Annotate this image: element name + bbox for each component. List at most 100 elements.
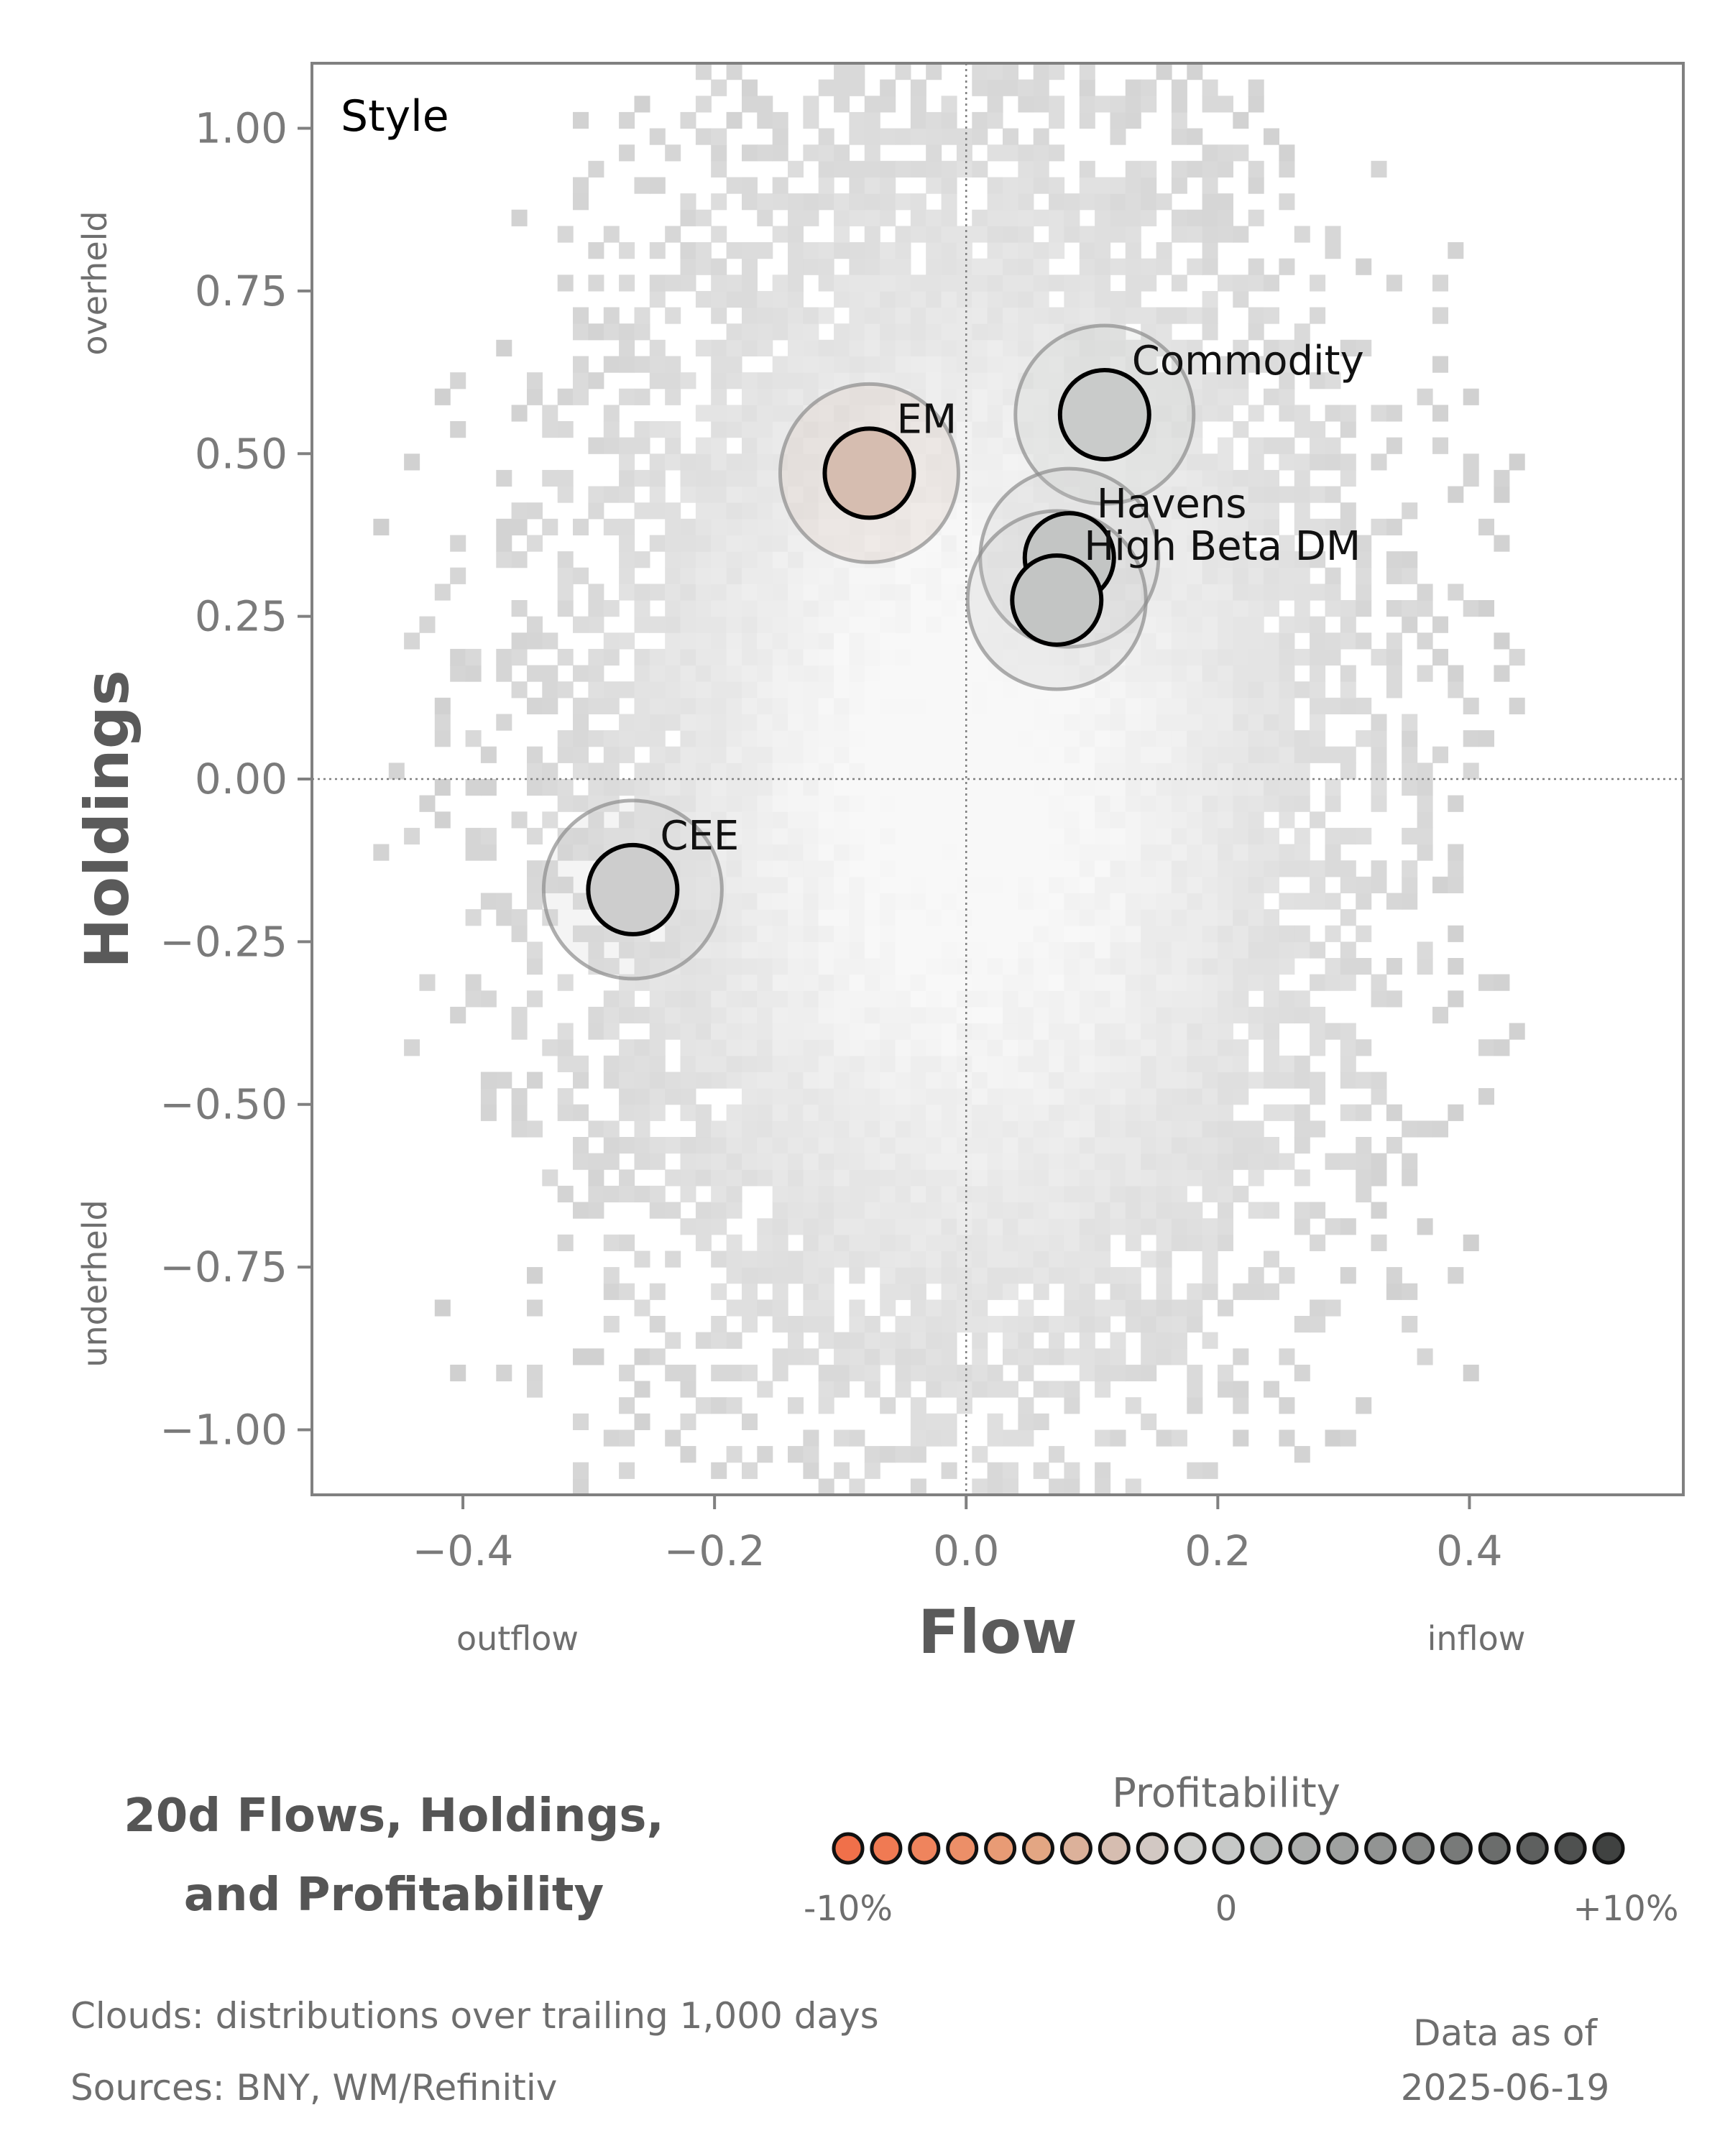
cloud-cell: [711, 665, 727, 682]
cloud-cell: [864, 844, 880, 861]
cloud-cell: [788, 697, 804, 714]
cloud-cell: [910, 290, 926, 308]
cloud-cell: [972, 1478, 988, 1495]
cloud-cell: [1248, 405, 1264, 422]
cloud-cell: [603, 1316, 620, 1333]
cloud-cell: [1386, 1283, 1402, 1300]
cloud-cell: [849, 730, 865, 747]
cloud-cell: [1417, 811, 1433, 829]
cloud-cell: [910, 697, 926, 714]
cloud-cell: [864, 1218, 880, 1235]
cloud-cell: [1248, 876, 1264, 893]
cloud-cell: [619, 1088, 635, 1105]
cloud-cell: [1248, 714, 1264, 731]
cloud-cell: [1095, 795, 1111, 812]
cloud-cell: [818, 372, 834, 390]
point-label: EM: [896, 396, 957, 443]
cloud-cell: [1125, 307, 1141, 324]
cloud-cell: [864, 356, 880, 373]
cloud-cell: [1279, 144, 1295, 162]
cloud-cell: [895, 941, 911, 959]
cloud-cell: [634, 779, 650, 796]
cloud-cell: [1064, 941, 1080, 959]
cloud-cell: [834, 1039, 850, 1056]
cloud-cell: [910, 193, 926, 211]
cloud-cell: [619, 811, 635, 829]
cloud-cell: [1294, 844, 1310, 861]
cloud-cell: [1064, 1397, 1080, 1414]
cloud-cell: [895, 909, 911, 926]
cloud-cell: [711, 746, 727, 763]
cloud-cell: [573, 616, 589, 633]
cloud-cell: [695, 779, 712, 796]
cloud-cell: [1294, 1006, 1310, 1024]
cloud-cell: [1264, 1072, 1279, 1089]
cloud-cell: [941, 226, 957, 243]
cloud-cell: [1356, 876, 1372, 893]
cloud-cell: [972, 795, 988, 812]
cloud-cell: [1033, 1218, 1049, 1235]
cloud-cell: [1141, 730, 1157, 747]
data-as-of-label: Data as of: [1413, 2012, 1598, 2054]
cloud-cell: [742, 242, 758, 259]
cloud-cell: [665, 632, 681, 650]
cloud-cell: [1079, 486, 1095, 503]
cloud-cell: [1156, 1104, 1172, 1121]
cloud-cell: [634, 584, 650, 601]
cloud-cell: [1310, 307, 1326, 324]
cloud-cell: [772, 730, 788, 747]
cloud-cell: [1033, 779, 1049, 796]
cloud-cell: [1248, 941, 1264, 959]
cloud-cell: [1171, 79, 1187, 96]
cloud-cell: [1264, 844, 1279, 861]
cloud-cell: [895, 1267, 911, 1284]
cloud-cell: [695, 1202, 712, 1219]
cloud-cell: [1156, 1185, 1172, 1203]
cloud-cell: [941, 1429, 957, 1447]
cloud-cell: [956, 405, 972, 422]
cloud-cell: [880, 1137, 896, 1154]
cloud-cell: [972, 1039, 988, 1056]
cloud-cell: [404, 453, 420, 471]
cloud-cell: [941, 1332, 957, 1349]
cloud-cell: [972, 469, 988, 487]
cloud-cell: [1110, 827, 1126, 845]
cloud-cell: [588, 827, 604, 845]
cloud-cell: [757, 1234, 773, 1251]
cloud-cell: [1003, 290, 1018, 308]
cloud-cell: [757, 1250, 773, 1268]
cloud-cell: [972, 876, 988, 893]
cloud-cell: [1079, 909, 1095, 926]
cloud-cell: [1003, 1234, 1018, 1251]
cloud-cell: [972, 1267, 988, 1284]
cloud-cell: [849, 632, 865, 650]
cloud-cell: [527, 763, 543, 780]
cloud-cell: [1171, 827, 1187, 845]
cloud-cell: [695, 453, 712, 471]
cloud-cell: [1156, 567, 1172, 584]
cloud-cell: [788, 811, 804, 829]
cloud-cell: [1494, 469, 1510, 487]
cloud-cell: [1003, 941, 1018, 959]
cloud-cell: [1018, 339, 1034, 356]
cloud-cell: [956, 1055, 972, 1072]
point-label: CEE: [660, 813, 739, 860]
cloud-cell: [1325, 1023, 1341, 1040]
cloud-cell: [1156, 1023, 1172, 1040]
cloud-cell: [1294, 616, 1310, 633]
cloud-cell: [926, 990, 942, 1008]
cloud-cell: [680, 453, 696, 471]
cloud-cell: [987, 990, 1003, 1008]
cloud-cell: [864, 779, 880, 796]
cloud-cell: [788, 648, 804, 666]
cloud-cell: [726, 827, 742, 845]
cloud-cell: [880, 1169, 896, 1187]
cloud-cell: [1233, 714, 1249, 731]
cloud-cell: [1095, 1234, 1111, 1251]
cloud-cell: [1156, 502, 1172, 520]
cloud-cell: [1079, 242, 1095, 259]
cloud-cell: [1049, 1446, 1065, 1463]
cloud-cell: [757, 714, 773, 731]
cloud-cell: [1509, 453, 1525, 471]
cloud-cell: [557, 275, 574, 292]
